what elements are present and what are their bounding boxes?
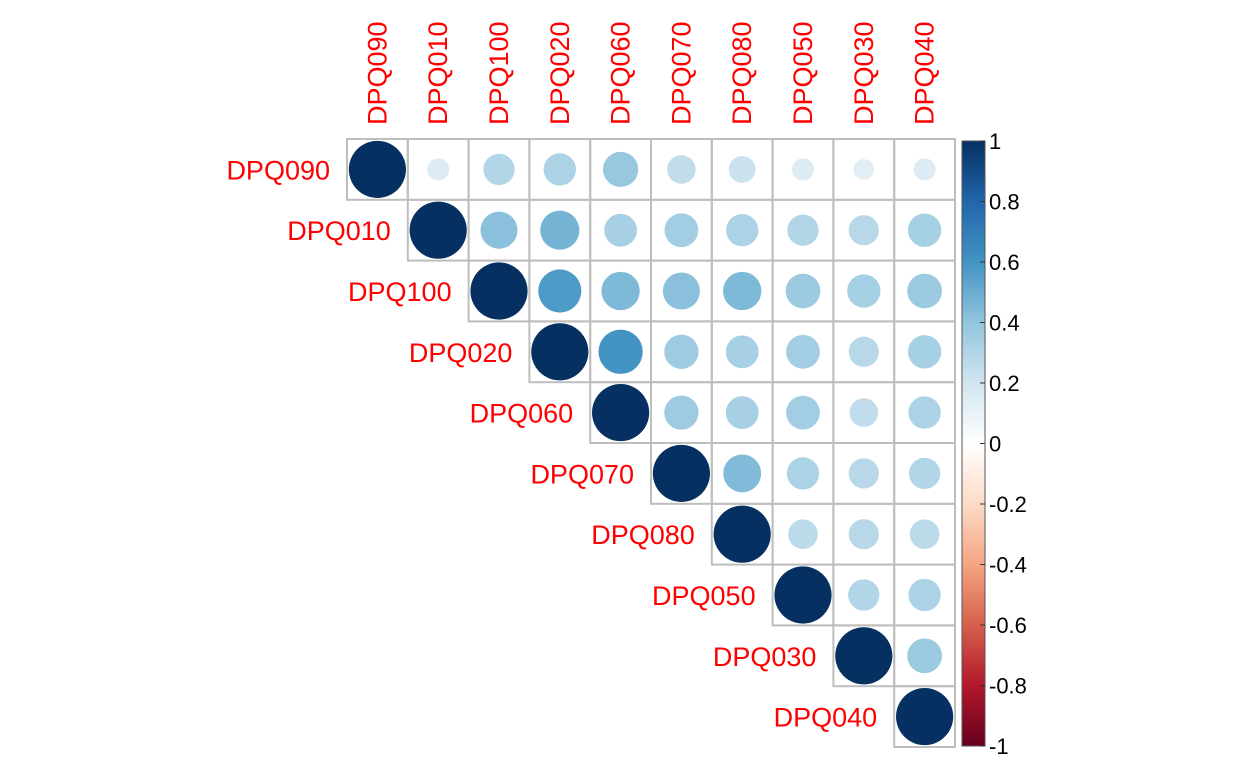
column-label: DPQ020 <box>545 21 575 125</box>
legend-tick-label: 0.8 <box>989 190 1020 215</box>
row-label: DPQ060 <box>470 399 574 429</box>
row-label: DPQ040 <box>774 703 878 733</box>
corr-circle-DPQ070-DPQ050 <box>786 457 820 490</box>
legend-tick-label: 0.6 <box>989 250 1020 275</box>
corr-circle-DPQ070-DPQ030 <box>848 458 879 489</box>
corr-circle-DPQ010-DPQ050 <box>787 214 819 246</box>
corr-circle-DPQ060-DPQ040 <box>908 396 941 429</box>
corr-circle-DPQ100-DPQ050 <box>785 273 821 309</box>
column-label: DPQ060 <box>606 21 636 125</box>
corr-circle-DPQ100-DPQ040 <box>907 273 942 309</box>
grid-cells <box>346 138 957 749</box>
row-label: DPQ030 <box>713 642 817 672</box>
corr-circle-DPQ020-DPQ080 <box>725 335 759 369</box>
column-label: DPQ090 <box>362 21 392 125</box>
corr-circle-DPQ070-DPQ040 <box>908 457 941 490</box>
corr-circle-DPQ100-DPQ060 <box>601 271 640 311</box>
color-legend: 1 0.8 0.6 0.4 0.2 0 -0.2 -0.4 -0.6 -0.8 -1 <box>961 129 1027 759</box>
column-label: DPQ050 <box>788 21 818 125</box>
corr-circle-DPQ080-DPQ080 <box>713 505 771 563</box>
corr-circle-DPQ020-DPQ060 <box>598 329 643 374</box>
row-label: DPQ080 <box>591 520 695 550</box>
corr-circle-DPQ050-DPQ040 <box>908 578 941 612</box>
legend-tick-label: -0.2 <box>989 492 1027 517</box>
row-label: DPQ090 <box>226 155 330 185</box>
corr-circle-DPQ080-DPQ050 <box>788 519 818 550</box>
corr-circle-DPQ070-DPQ070 <box>652 444 710 502</box>
corr-circle-DPQ090-DPQ090 <box>348 140 406 198</box>
corr-circle-DPQ060-DPQ050 <box>786 395 820 430</box>
legend-tick-label: 0.2 <box>989 371 1020 396</box>
corr-circle-DPQ100-DPQ020 <box>538 269 582 313</box>
column-label: DPQ010 <box>423 21 453 125</box>
axis-labels: DPQ090 DPQ010 DPQ100 DPQ020 DPQ060 DPQ070 DPQ0… <box>226 21 939 732</box>
corr-circle-DPQ090-DPQ080 <box>728 156 756 183</box>
corr-circle-DPQ060-DPQ030 <box>849 398 879 427</box>
corr-circle-DPQ010-DPQ040 <box>907 213 942 247</box>
corr-circle-DPQ020-DPQ030 <box>848 336 879 367</box>
column-label: DPQ080 <box>727 21 757 125</box>
row-label: DPQ050 <box>652 581 756 611</box>
legend-tick-label: -0.6 <box>989 613 1027 638</box>
corr-circle-DPQ050-DPQ030 <box>848 579 880 611</box>
corr-circle-DPQ090-DPQ070 <box>667 155 696 184</box>
legend-tick-label: 1 <box>989 129 1001 154</box>
corr-circle-DPQ010-DPQ080 <box>726 214 759 247</box>
corr-circle-DPQ070-DPQ080 <box>723 454 762 493</box>
column-label: DPQ030 <box>849 21 879 125</box>
corr-circle-DPQ010-DPQ060 <box>604 213 638 247</box>
row-label: DPQ020 <box>409 338 513 368</box>
row-label: DPQ070 <box>530 459 634 489</box>
row-label: DPQ100 <box>348 277 452 307</box>
corr-circle-DPQ020-DPQ050 <box>786 334 820 369</box>
corr-circle-DPQ020-DPQ070 <box>664 334 699 369</box>
corr-circle-DPQ060-DPQ080 <box>725 396 759 430</box>
corr-circle-DPQ040-DPQ040 <box>896 688 954 746</box>
corr-circle-DPQ100-DPQ070 <box>662 272 700 310</box>
legend-tick-label: 0 <box>989 432 1001 457</box>
column-label: DPQ040 <box>910 21 940 125</box>
corr-circle-DPQ090-DPQ060 <box>602 151 639 188</box>
legend-tick-label: 0.4 <box>989 311 1020 336</box>
corr-circle-DPQ080-DPQ040 <box>909 519 940 550</box>
corr-circle-DPQ090-DPQ040 <box>913 158 936 181</box>
corr-circle-DPQ020-DPQ040 <box>907 335 942 369</box>
corr-circle-DPQ050-DPQ050 <box>774 566 832 624</box>
corr-circle-DPQ010-DPQ100 <box>480 211 518 249</box>
corr-circle-DPQ030-DPQ040 <box>907 638 942 674</box>
corr-circle-DPQ010-DPQ010 <box>409 201 467 259</box>
corr-circle-DPQ090-DPQ030 <box>853 159 875 180</box>
corr-circle-DPQ010-DPQ070 <box>664 213 699 248</box>
correlation-marks <box>348 140 954 746</box>
corr-circle-DPQ090-DPQ020 <box>543 153 576 186</box>
corr-circle-DPQ100-DPQ080 <box>723 271 762 311</box>
legend-tick-label: -0.8 <box>989 674 1027 699</box>
corr-circle-DPQ010-DPQ030 <box>848 215 879 246</box>
corr-circle-DPQ080-DPQ030 <box>848 519 879 550</box>
corr-circle-DPQ060-DPQ070 <box>664 395 699 430</box>
corr-circle-DPQ020-DPQ020 <box>531 323 589 381</box>
column-label: DPQ100 <box>484 21 514 125</box>
legend-tick-label: -1 <box>989 734 1009 759</box>
corr-circle-DPQ090-DPQ100 <box>483 153 515 186</box>
corr-circle-DPQ030-DPQ030 <box>835 627 893 685</box>
legend-tick-label: -0.4 <box>989 553 1027 578</box>
column-label: DPQ070 <box>666 21 696 125</box>
corr-circle-DPQ060-DPQ060 <box>592 384 650 442</box>
row-label: DPQ010 <box>287 216 391 246</box>
corr-circle-DPQ100-DPQ030 <box>847 274 881 308</box>
corr-circle-DPQ090-DPQ010 <box>427 158 450 181</box>
corr-circle-DPQ090-DPQ050 <box>791 158 815 181</box>
corr-circle-DPQ010-DPQ020 <box>540 210 580 250</box>
corr-circle-DPQ100-DPQ100 <box>470 262 528 320</box>
grid-cell <box>893 685 957 749</box>
